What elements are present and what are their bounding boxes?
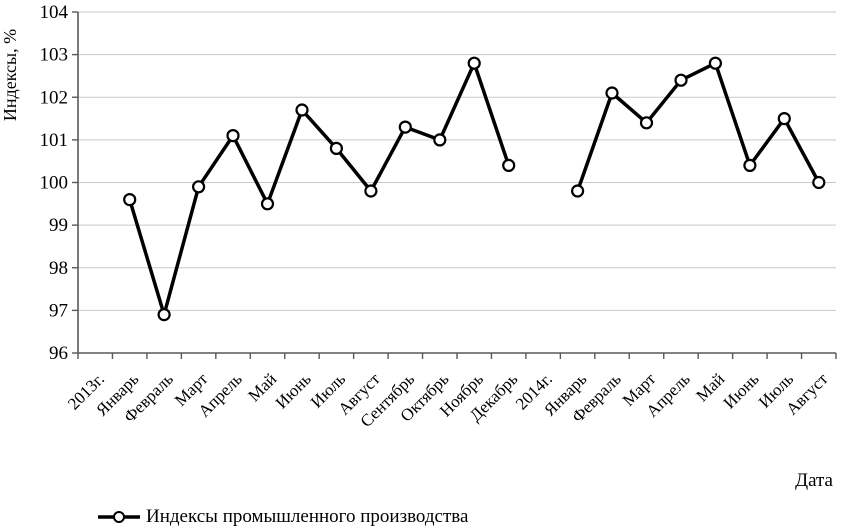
y-tick-label: 103 [40,45,69,66]
data-point [467,56,481,70]
data-point [192,180,206,194]
data-point [708,56,723,70]
data-point [123,193,137,207]
x-tick-label: Июнь [272,369,315,412]
legend-line-marker-icon [98,511,140,523]
x-tick-label: Июнь [720,369,763,412]
data-point [605,86,619,100]
legend: Индексы промышленного производства [97,506,468,528]
data-point [812,175,826,190]
y-tick-label: 104 [40,2,69,23]
data-point [502,158,516,172]
data-point [433,133,447,147]
x-axis-title: Дата [795,470,833,491]
data-point [743,158,757,172]
y-tick-label: 98 [49,258,68,279]
data-point [364,184,378,198]
y-tick-label: 99 [49,215,68,236]
legend-circle [113,511,125,523]
y-tick-label: 97 [49,300,68,321]
series-path [127,61,821,317]
data-point [226,129,240,143]
data-point [777,111,791,126]
legend-label: Индексы промышленного производства [146,506,469,527]
data-point [674,73,688,87]
y-tick-label: 96 [49,343,68,364]
data-point [260,197,275,211]
data-point [329,141,343,155]
y-axis-title: Индексы, % [0,28,20,122]
y-tick-label: 101 [40,130,69,151]
y-tick-label: 100 [40,173,69,194]
y-tick-label: 102 [40,87,69,108]
data-point [157,308,171,322]
data-point [639,116,654,130]
data-point [398,120,412,134]
data-point [570,184,585,198]
data-point [295,103,309,117]
